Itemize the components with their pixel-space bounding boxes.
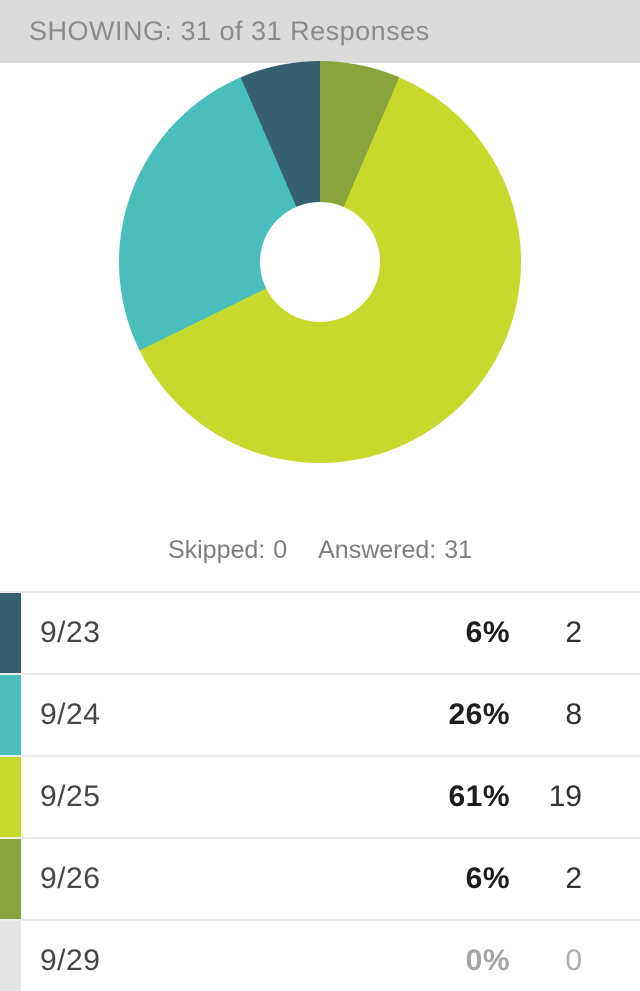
skipped-label: Skipped:	[167, 536, 266, 564]
row-date-label: 9/26	[40, 862, 101, 895]
row-color-swatch	[0, 839, 21, 919]
table-row: 9/23 6% 2	[0, 591, 640, 673]
row-count: 2	[565, 862, 582, 895]
row-color-swatch	[0, 921, 21, 991]
row-date-label: 9/24	[40, 698, 101, 731]
table-row: 9/24 26% 8	[0, 673, 640, 755]
row-color-swatch	[0, 757, 21, 837]
table-row: 9/29 0% 0	[0, 919, 640, 991]
row-count: 0	[565, 944, 582, 977]
skipped-summary: Skipped: 0	[168, 536, 287, 564]
table-row: 9/26 6% 2	[0, 837, 640, 919]
row-percent: 0%	[465, 944, 510, 977]
row-percent: 6%	[465, 616, 510, 649]
row-date-label: 9/29	[40, 944, 101, 977]
row-count: 2	[565, 616, 582, 649]
row-count: 8	[565, 698, 582, 731]
response-summary: Skipped: 0 Answered: 31	[0, 536, 640, 565]
showing-responses-text: SHOWING: 31 of 31 Responses	[29, 16, 430, 46]
table-row: 9/25 61% 19	[0, 755, 640, 837]
donut-chart	[119, 61, 521, 463]
row-color-swatch	[0, 593, 21, 673]
row-percent: 26%	[448, 698, 510, 731]
row-count: 19	[548, 780, 582, 813]
row-date-label: 9/23	[40, 616, 101, 649]
row-percent: 6%	[465, 862, 510, 895]
skipped-value: 0	[273, 536, 288, 564]
results-table: 9/23 6% 2 9/24 26% 8 9/25 61% 19 9/26 6%…	[0, 591, 640, 991]
row-date-label: 9/25	[40, 780, 101, 813]
answered-value: 31	[444, 536, 473, 564]
answered-label: Answered:	[318, 536, 437, 564]
showing-filter-bar: SHOWING: 31 of 31 Responses	[0, 0, 640, 63]
row-percent: 61%	[448, 780, 510, 813]
answered-summary: Answered: 31	[318, 536, 472, 564]
donut-hole	[260, 202, 380, 322]
row-color-swatch	[0, 675, 21, 755]
